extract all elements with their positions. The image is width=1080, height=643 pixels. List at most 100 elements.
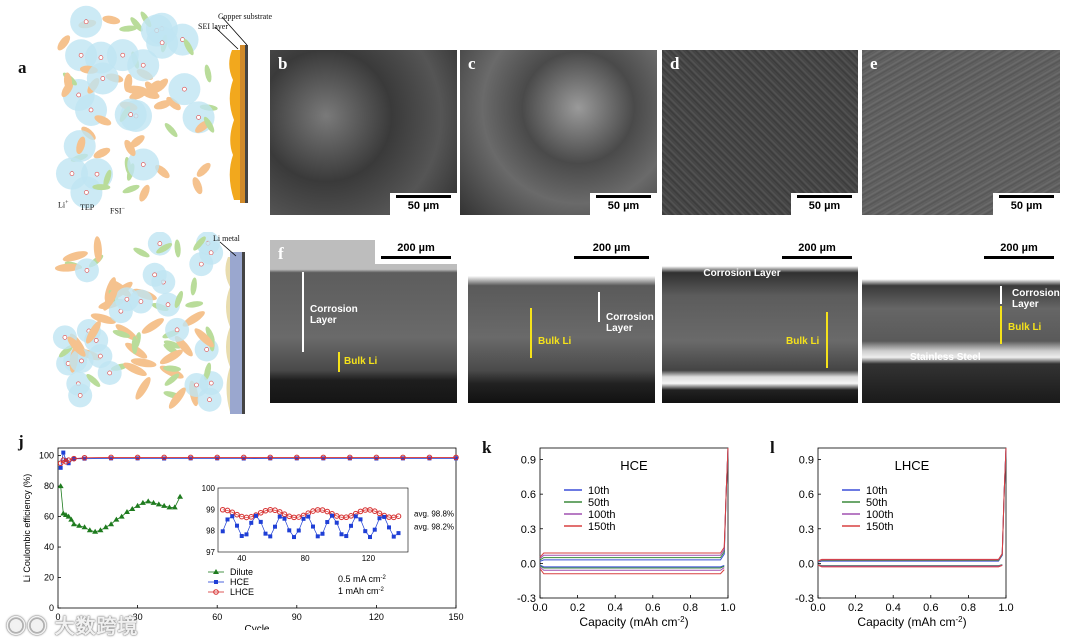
panel-c-label: c (468, 54, 476, 73)
scale-bar-e: 50 µm (993, 193, 1060, 215)
fsi-anion (168, 387, 186, 409)
scale-bar-g: 200 µm (568, 240, 655, 264)
tep-molecule (204, 362, 212, 381)
inset-point-hce (396, 531, 401, 536)
x-tick-label: 0.0 (810, 602, 825, 614)
li-ion (107, 370, 112, 376)
sem-image-e: e 50 µm (862, 50, 1060, 215)
data-point-dilute (155, 501, 162, 507)
inset-point-lhce (295, 514, 302, 520)
inset-y-tick-label: 99 (206, 505, 215, 514)
fsi-anion (192, 177, 203, 195)
fsi-anion (194, 328, 214, 348)
panel-i-label: i (870, 244, 875, 263)
data-point-dilute (81, 524, 88, 530)
y-axis-label-j: Li Coulombic efficiency (%) (22, 474, 32, 582)
sem-image-i: i 200 µm Corrosion Layer Bulk Li Stainle… (862, 240, 1060, 403)
data-point-lhce (400, 454, 406, 461)
inset-y-tick-label: 97 (206, 548, 215, 557)
x-tick-label: 0.6 (923, 602, 938, 614)
li-ion (207, 397, 212, 402)
inset-x-tick-label: 120 (362, 554, 376, 563)
inset-point-hce (306, 514, 311, 519)
x-tick-label-j: 120 (369, 612, 384, 622)
li-metal-label: Li metal (213, 234, 240, 243)
tep-molecule (164, 123, 178, 138)
series-line-lhce (60, 457, 456, 464)
li-ion-label: Li+ (58, 200, 69, 210)
inset-point-hce (372, 527, 377, 532)
fsi-anion (129, 89, 147, 100)
scale-bar-f: 200 µm (375, 240, 457, 264)
series-line-hce (60, 450, 456, 468)
fsi-anion (90, 313, 116, 325)
data-point-hce (321, 456, 326, 461)
li-ion (128, 112, 134, 117)
curve-stripping-150th (817, 447, 1007, 562)
chart-l: 0.0 0.2 0.4 0.6 0.8 1.0-0.30.00.30.60.9Capaci… (795, 447, 1014, 629)
data-point-hce (400, 456, 405, 461)
legend-label: 10th (866, 485, 887, 497)
li-ion (159, 40, 165, 46)
data-point-dilute (86, 527, 93, 533)
li-ion (138, 299, 144, 304)
data-point-lhce (214, 454, 220, 461)
copper-substrate-label: Copper substrate (218, 12, 272, 21)
inset-x-tick-label: 80 (301, 554, 310, 563)
fsi-anion (54, 263, 81, 272)
curve-plating-50th (539, 565, 725, 569)
bulk-li-arrow-i (1000, 306, 1002, 344)
fsi-anion (63, 72, 73, 91)
inset-point-lhce (343, 514, 350, 521)
legend-label: LHCE (230, 587, 254, 597)
corrosion-arrow-g (598, 292, 600, 322)
inset-point-hce (344, 534, 349, 539)
li-ion (194, 382, 199, 388)
fsi-anion (67, 336, 86, 357)
scale-bar-c: 50 µm (590, 193, 657, 215)
y-tick-label: 0.0 (521, 558, 536, 570)
y-tick-label-j: 100 (39, 451, 54, 461)
data-point-dilute (108, 521, 115, 527)
inset-point-hce (225, 517, 230, 522)
fsi-anion (124, 73, 133, 92)
fsi-anion (166, 96, 181, 111)
curve-plating-100th (539, 566, 725, 571)
bulk-li-label-h: Bulk Li (786, 336, 820, 347)
inset-point-hce (339, 532, 344, 537)
fsi-anion (86, 320, 101, 344)
inset-point-hce (353, 514, 358, 519)
y-tick-label-j: 80 (44, 481, 54, 491)
inset-point-hce (368, 535, 372, 540)
panel-h-label: h (670, 244, 680, 263)
scale-bar-i: 200 µm (978, 240, 1060, 264)
y-tick-label: 0.3 (799, 524, 814, 536)
y-tick-label: -0.3 (517, 593, 536, 605)
tep-molecule (190, 277, 197, 296)
tep-molecule (163, 340, 181, 349)
inset-point-hce (220, 529, 225, 534)
legend-label: 150th (866, 521, 894, 533)
inset-point-lhce (224, 507, 231, 514)
corrosion-layer-label-g: Corrosion Layer (606, 312, 654, 334)
panel-k-label: k (482, 438, 492, 457)
inset-point-lhce (319, 507, 326, 513)
panel-b-label: b (278, 54, 288, 73)
tep-label: TEP (80, 203, 95, 212)
data-point-dilute (150, 499, 157, 505)
chart-title: LHCE (895, 458, 930, 473)
fsi-anion (153, 100, 172, 110)
data-point-dilute (166, 504, 173, 510)
data-point-dilute (177, 493, 184, 499)
inset-point-hce (382, 514, 387, 519)
data-point-hce (374, 456, 379, 461)
data-point-dilute (97, 527, 104, 533)
data-point-dilute (139, 499, 146, 505)
tep-molecule (112, 329, 130, 338)
y-tick-label-j: 0 (49, 603, 54, 613)
data-point-lhce (81, 454, 88, 461)
data-point-lhce (57, 460, 64, 467)
inset-point-lhce (281, 511, 288, 518)
data-point-lhce (240, 454, 247, 461)
fsi-anion (159, 349, 183, 365)
